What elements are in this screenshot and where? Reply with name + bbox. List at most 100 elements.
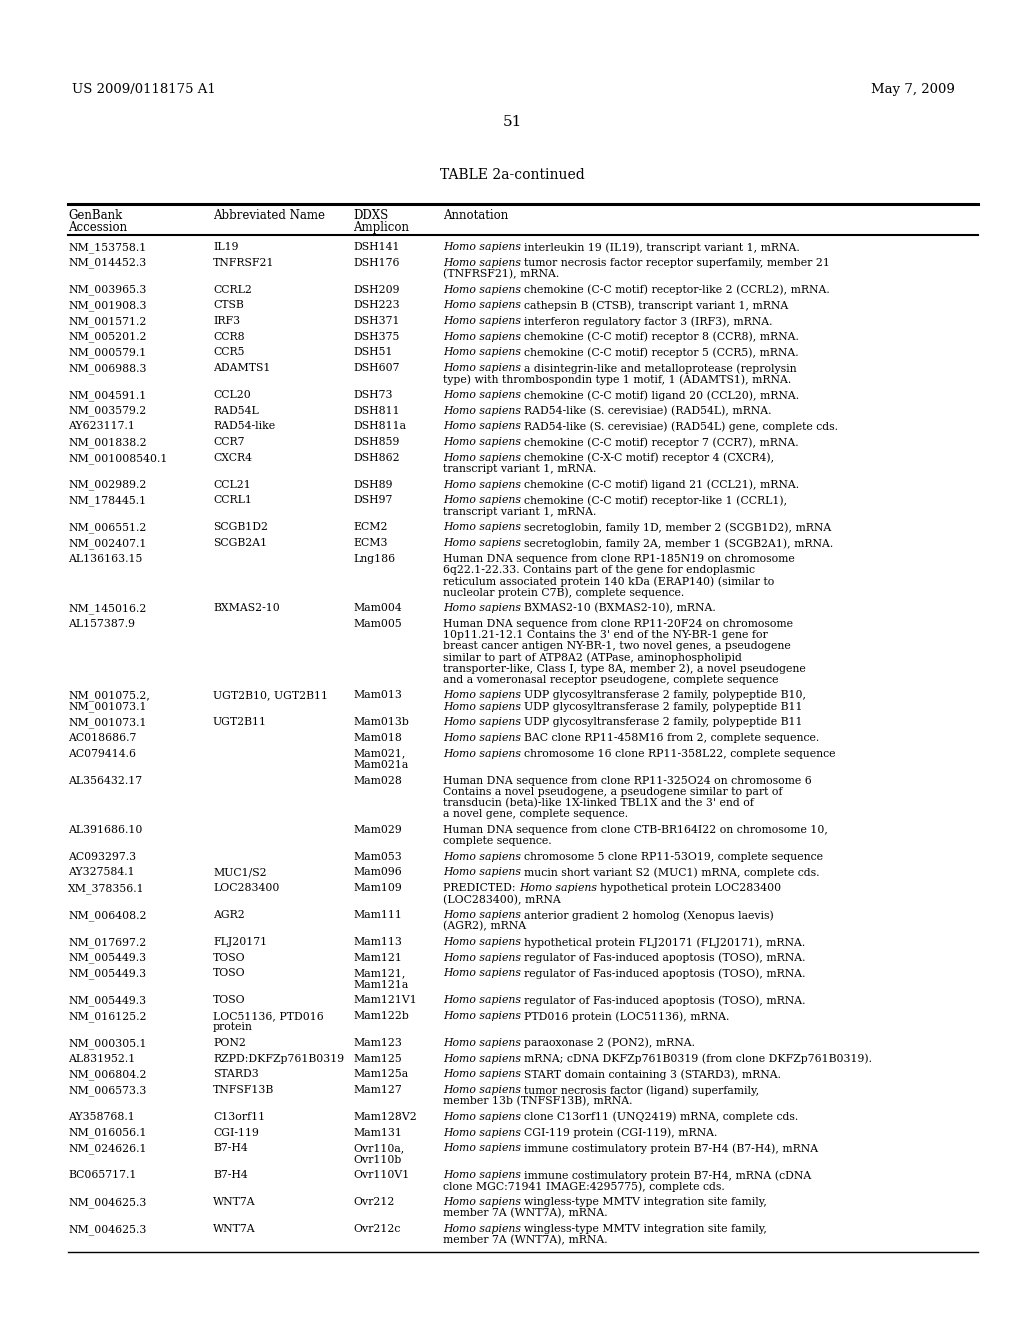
Text: mRNA; cDNA DKFZp761B0319 (from clone DKFZp761B0319).: mRNA; cDNA DKFZp761B0319 (from clone DKF… — [524, 1053, 872, 1064]
Text: DSH371: DSH371 — [353, 315, 399, 326]
Text: Homo sapiens: Homo sapiens — [443, 495, 524, 506]
Text: interleukin 19 (IL19), transcript variant 1, mRNA.: interleukin 19 (IL19), transcript varian… — [524, 242, 800, 252]
Text: regulator of Fas-induced apoptosis (TOSO), mRNA.: regulator of Fas-induced apoptosis (TOSO… — [524, 953, 806, 964]
Text: transcript variant 1, mRNA.: transcript variant 1, mRNA. — [443, 465, 596, 474]
Text: Mam125: Mam125 — [353, 1053, 401, 1064]
Text: paraoxonase 2 (PON2), mRNA.: paraoxonase 2 (PON2), mRNA. — [524, 1038, 695, 1048]
Text: Homo sapiens: Homo sapiens — [443, 363, 524, 374]
Text: RZPD:DKFZp761B0319: RZPD:DKFZp761B0319 — [213, 1053, 344, 1064]
Text: Homo sapiens: Homo sapiens — [443, 1069, 524, 1080]
Text: NM_003965.3: NM_003965.3 — [68, 285, 146, 296]
Text: tumor necrosis factor (ligand) superfamily,: tumor necrosis factor (ligand) superfami… — [524, 1085, 760, 1096]
Text: DSH811a: DSH811a — [353, 421, 406, 432]
Text: BXMAS2-10 (BXMAS2-10), mRNA.: BXMAS2-10 (BXMAS2-10), mRNA. — [524, 603, 716, 614]
Text: Homo sapiens: Homo sapiens — [443, 1111, 524, 1122]
Text: Homo sapiens: Homo sapiens — [443, 389, 524, 400]
Text: a novel gene, complete sequence.: a novel gene, complete sequence. — [443, 809, 628, 820]
Text: protein: protein — [213, 1022, 253, 1032]
Text: TOSO: TOSO — [213, 953, 246, 962]
Text: WNT7A: WNT7A — [213, 1197, 256, 1206]
Text: AY327584.1: AY327584.1 — [68, 867, 134, 878]
Text: Abbreviated Name: Abbreviated Name — [213, 209, 325, 222]
Text: DSH176: DSH176 — [353, 257, 399, 268]
Text: complete sequence.: complete sequence. — [443, 836, 552, 846]
Text: NM_016056.1: NM_016056.1 — [68, 1127, 146, 1138]
Text: Homo sapiens: Homo sapiens — [519, 883, 600, 894]
Text: and a vomeronasal receptor pseudogene, complete sequence: and a vomeronasal receptor pseudogene, c… — [443, 675, 778, 685]
Text: transcript variant 1, mRNA.: transcript variant 1, mRNA. — [443, 507, 596, 516]
Text: ECM2: ECM2 — [353, 523, 387, 532]
Text: RAD54-like (S. cerevisiae) (RAD54L) gene, complete cds.: RAD54-like (S. cerevisiae) (RAD54L) gene… — [524, 421, 839, 432]
Text: ADAMTS1: ADAMTS1 — [213, 363, 270, 374]
Text: IL19: IL19 — [213, 242, 239, 252]
Text: GenBank: GenBank — [68, 209, 122, 222]
Text: DSH223: DSH223 — [353, 300, 399, 310]
Text: B7-H4: B7-H4 — [213, 1143, 248, 1154]
Text: Mam122b: Mam122b — [353, 1011, 409, 1020]
Text: DSH375: DSH375 — [353, 331, 399, 342]
Text: Mam123: Mam123 — [353, 1038, 401, 1048]
Text: RAD54-like (S. cerevisiae) (RAD54L), mRNA.: RAD54-like (S. cerevisiae) (RAD54L), mRN… — [524, 405, 772, 416]
Text: a disintegrin-like and metalloprotease (reprolysin: a disintegrin-like and metalloprotease (… — [524, 363, 797, 374]
Text: AC093297.3: AC093297.3 — [68, 851, 136, 862]
Text: AC079414.6: AC079414.6 — [68, 748, 136, 759]
Text: Human DNA sequence from clone CTB-BR164I22 on chromosome 10,: Human DNA sequence from clone CTB-BR164I… — [443, 825, 827, 834]
Text: RAD54L: RAD54L — [213, 405, 259, 416]
Text: DSH97: DSH97 — [353, 495, 392, 506]
Text: DSH811: DSH811 — [353, 405, 399, 416]
Text: Mam096: Mam096 — [353, 867, 401, 878]
Text: LOC283400: LOC283400 — [213, 883, 280, 894]
Text: NM_017697.2: NM_017697.2 — [68, 937, 146, 948]
Text: NM_024626.1: NM_024626.1 — [68, 1143, 146, 1154]
Text: Mam029: Mam029 — [353, 825, 401, 834]
Text: DSH862: DSH862 — [353, 453, 399, 463]
Text: NM_006551.2: NM_006551.2 — [68, 523, 146, 533]
Text: Homo sapiens: Homo sapiens — [443, 437, 524, 447]
Text: NM_001008540.1: NM_001008540.1 — [68, 453, 167, 463]
Text: similar to part of ATP8A2 (ATPase, aminophospholipid: similar to part of ATP8A2 (ATPase, amino… — [443, 652, 741, 663]
Text: Homo sapiens: Homo sapiens — [443, 603, 524, 612]
Text: type) with thrombospondin type 1 motif, 1 (ADAMTS1), mRNA.: type) with thrombospondin type 1 motif, … — [443, 375, 792, 385]
Text: Mam121: Mam121 — [353, 953, 401, 962]
Text: NM_000579.1: NM_000579.1 — [68, 347, 146, 358]
Text: SCGB2A1: SCGB2A1 — [213, 539, 267, 548]
Text: Homo sapiens: Homo sapiens — [443, 995, 524, 1006]
Text: Homo sapiens: Homo sapiens — [443, 937, 524, 946]
Text: chromosome 16 clone RP11-358L22, complete sequence: chromosome 16 clone RP11-358L22, complet… — [524, 748, 836, 759]
Text: (TNFRSF21), mRNA.: (TNFRSF21), mRNA. — [443, 269, 559, 280]
Text: Homo sapiens: Homo sapiens — [443, 702, 524, 711]
Text: AGR2: AGR2 — [213, 909, 245, 920]
Text: Ovr212: Ovr212 — [353, 1197, 394, 1206]
Text: chemokine (C-X-C motif) receptor 4 (CXCR4),: chemokine (C-X-C motif) receptor 4 (CXCR… — [524, 453, 774, 463]
Text: WNT7A: WNT7A — [213, 1224, 256, 1234]
Text: Mam127: Mam127 — [353, 1085, 401, 1096]
Text: NM_145016.2: NM_145016.2 — [68, 603, 146, 614]
Text: AC018686.7: AC018686.7 — [68, 733, 136, 743]
Text: NM_005449.3: NM_005449.3 — [68, 995, 146, 1006]
Text: B7-H4: B7-H4 — [213, 1171, 248, 1180]
Text: NM_016125.2: NM_016125.2 — [68, 1011, 146, 1022]
Text: BXMAS2-10: BXMAS2-10 — [213, 603, 280, 612]
Text: NM_153758.1: NM_153758.1 — [68, 242, 146, 252]
Text: chromosome 5 clone RP11-53O19, complete sequence: chromosome 5 clone RP11-53O19, complete … — [524, 851, 823, 862]
Text: (LOC283400), mRNA: (LOC283400), mRNA — [443, 895, 561, 904]
Text: NM_002407.1: NM_002407.1 — [68, 539, 146, 549]
Text: (AGR2), mRNA: (AGR2), mRNA — [443, 921, 526, 932]
Text: Mam005: Mam005 — [353, 619, 401, 628]
Text: CCR8: CCR8 — [213, 331, 245, 342]
Text: NM_004591.1: NM_004591.1 — [68, 389, 146, 401]
Text: chemokine (C-C motif) ligand 21 (CCL21), mRNA.: chemokine (C-C motif) ligand 21 (CCL21),… — [524, 479, 800, 490]
Text: Mam053: Mam053 — [353, 851, 401, 862]
Text: Homo sapiens: Homo sapiens — [443, 1197, 524, 1206]
Text: DSH73: DSH73 — [353, 389, 392, 400]
Text: NM_006804.2: NM_006804.2 — [68, 1069, 146, 1080]
Text: US 2009/0118175 A1: US 2009/0118175 A1 — [72, 83, 216, 96]
Text: Homo sapiens: Homo sapiens — [443, 1224, 524, 1234]
Text: Homo sapiens: Homo sapiens — [443, 733, 524, 743]
Text: CCR7: CCR7 — [213, 437, 245, 447]
Text: CGI-119 protein (CGI-119), mRNA.: CGI-119 protein (CGI-119), mRNA. — [524, 1127, 718, 1138]
Text: chemokine (C-C motif) receptor 5 (CCR5), mRNA.: chemokine (C-C motif) receptor 5 (CCR5),… — [524, 347, 799, 358]
Text: Ovr110a,: Ovr110a, — [353, 1143, 404, 1154]
Text: NM_005449.3: NM_005449.3 — [68, 953, 146, 964]
Text: CXCR4: CXCR4 — [213, 453, 252, 463]
